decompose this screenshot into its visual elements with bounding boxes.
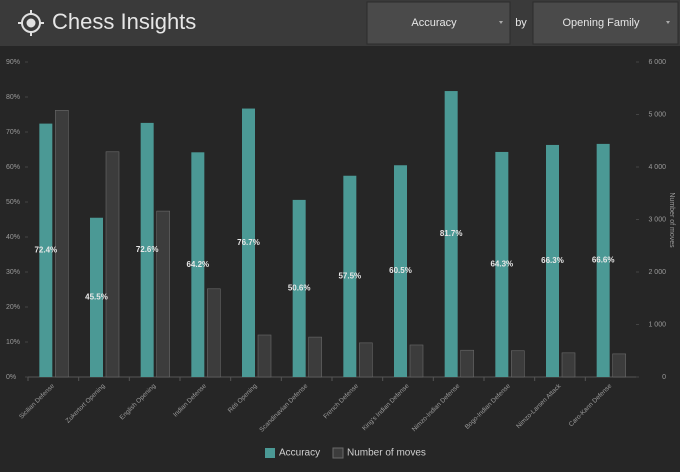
accuracy-bar: [90, 217, 103, 377]
moves-bar: [156, 210, 170, 378]
y2-tick-label: 5 000: [648, 111, 666, 118]
legend-label: Number of moves: [347, 448, 426, 459]
y-tick-label: 0%: [6, 374, 16, 381]
metric-dropdown[interactable]: [366, 1, 511, 45]
moves-bar: [612, 353, 626, 378]
moves-bar: [55, 110, 69, 378]
accuracy-bar: [191, 152, 205, 377]
y-tick-label: 30%: [6, 269, 20, 276]
y-tick-label: 60%: [6, 164, 20, 171]
accuracy-bar: [394, 165, 407, 377]
y-tick-label: 10%: [6, 339, 20, 346]
moves-bar: [511, 350, 525, 378]
accuracy-bar: [444, 91, 458, 378]
y2-axis-title: Number of moves: [668, 192, 675, 248]
y2-tick-label: 2 000: [648, 269, 666, 276]
dropdown-arrow: [499, 21, 503, 24]
y2-tick-label: 6 000: [648, 59, 666, 66]
group-value: Opening Family: [562, 17, 640, 29]
data-label: 45.5%: [85, 292, 108, 301]
moves-bar: [308, 336, 322, 378]
accuracy-bar: [596, 143, 610, 377]
accuracy-bar: [242, 108, 255, 378]
y-tick-label: 90%: [6, 59, 20, 66]
logo-icon: [18, 10, 44, 36]
y2-tick-label: 1 000: [648, 321, 666, 328]
accuracy-bar: [39, 123, 53, 377]
accuracy-bar: [343, 175, 357, 377]
moves-bar: [409, 344, 424, 378]
accuracy-bar: [292, 199, 306, 377]
accuracy-bar: [140, 122, 154, 378]
moves-bar: [561, 352, 576, 378]
y-tick-label: 20%: [6, 304, 20, 311]
by-label: by: [515, 17, 527, 29]
y-tick-label: 40%: [6, 234, 20, 241]
y2-tick-label: 0: [662, 374, 666, 381]
accuracy-bar: [495, 151, 509, 377]
moves-bar: [460, 349, 474, 378]
data-label: 64.2%: [186, 260, 209, 269]
moves-bar: [207, 288, 221, 378]
legend-label: Accuracy: [279, 448, 320, 459]
group-dropdown[interactable]: [532, 1, 679, 45]
dropdown-arrow: [666, 21, 670, 24]
app-title: Chess Insights: [52, 9, 196, 34]
y-tick-label: 80%: [6, 94, 20, 101]
data-label: 72.6%: [136, 245, 159, 254]
accuracy-bar: [546, 144, 559, 377]
moves-bar: [359, 342, 373, 378]
data-label: 76.7%: [237, 238, 260, 247]
y-tick-label: 70%: [6, 129, 20, 136]
metric-value: Accuracy: [411, 17, 457, 29]
moves-bar: [105, 151, 120, 378]
legend-swatch: [265, 448, 275, 458]
y-tick-label: 50%: [6, 199, 20, 206]
data-label: 81.7%: [440, 229, 463, 238]
legend-swatch: [332, 447, 344, 459]
moves-bar: [257, 334, 272, 378]
data-label: 64.3%: [490, 260, 513, 269]
data-label: 66.6%: [592, 256, 615, 265]
data-label: 72.4%: [34, 245, 57, 254]
data-label: 66.3%: [541, 256, 564, 265]
data-label: 60.5%: [389, 266, 412, 275]
y2-tick-label: 3 000: [648, 216, 666, 223]
y2-tick-label: 4 000: [648, 164, 666, 171]
data-label: 50.6%: [288, 284, 311, 293]
data-label: 57.5%: [338, 271, 361, 280]
